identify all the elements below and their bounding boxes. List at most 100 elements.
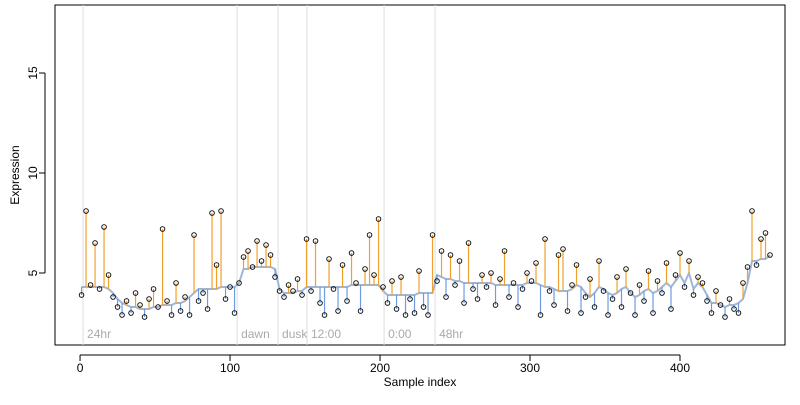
x-tick-label: 0 <box>77 361 84 375</box>
data-point <box>420 304 427 310</box>
data-point <box>551 302 557 308</box>
data-point <box>753 262 760 268</box>
data-point <box>429 232 436 238</box>
data-point <box>204 306 211 312</box>
data-point <box>456 258 463 264</box>
data-point <box>114 304 121 310</box>
data-point <box>96 286 103 292</box>
data-point <box>128 310 134 316</box>
data-point <box>101 224 107 230</box>
data-point <box>362 266 368 272</box>
data-point <box>258 258 265 264</box>
data-point <box>78 292 85 298</box>
data-point <box>434 278 440 284</box>
data-point <box>177 308 184 314</box>
marker-label: dusk <box>282 327 308 341</box>
data-point <box>168 312 175 318</box>
data-point <box>227 284 233 290</box>
data-point <box>173 280 179 286</box>
marker-label: 24hr <box>87 327 111 341</box>
data-point <box>254 238 260 244</box>
data-point <box>200 290 206 296</box>
data-point <box>528 278 535 284</box>
data-point <box>632 312 638 318</box>
data-point <box>569 282 575 288</box>
data-point <box>510 280 517 286</box>
data-point <box>411 310 418 316</box>
y-tick-label: 5 <box>26 269 40 276</box>
data-point <box>339 262 346 268</box>
data-point <box>461 300 467 306</box>
data-point <box>447 252 454 258</box>
data-point <box>740 280 746 286</box>
data-point <box>488 270 494 276</box>
data-point <box>681 284 688 290</box>
fit-line <box>81 254 771 310</box>
data-point <box>708 310 715 316</box>
data-point <box>672 272 679 278</box>
data-point <box>650 310 656 316</box>
data-point <box>533 260 539 266</box>
data-point <box>483 284 490 290</box>
data-point <box>497 276 503 282</box>
data-point <box>321 312 328 318</box>
data-point <box>555 252 562 258</box>
data-point <box>627 290 634 296</box>
data-point <box>308 288 314 294</box>
data-point <box>186 312 193 318</box>
data-point <box>690 292 697 298</box>
data-point <box>717 302 724 308</box>
data-point <box>614 274 620 280</box>
data-point <box>218 208 224 214</box>
x-tick-label: 300 <box>520 361 540 375</box>
x-tick-label: 100 <box>220 361 240 375</box>
data-point <box>596 258 602 264</box>
data-point <box>335 308 341 314</box>
data-point <box>353 280 359 286</box>
data-point <box>452 282 458 288</box>
data-point <box>722 314 728 320</box>
data-point <box>560 246 566 252</box>
data-point <box>182 294 188 300</box>
data-point <box>276 288 283 294</box>
marker-label: 12:00 <box>311 327 341 341</box>
data-point <box>155 304 161 310</box>
data-point <box>150 286 157 292</box>
data-point <box>605 312 611 318</box>
data-point <box>123 298 130 304</box>
data-point <box>389 278 395 284</box>
data-point <box>303 236 310 242</box>
data-point <box>713 288 719 294</box>
data-point <box>501 248 508 254</box>
data-point <box>290 288 296 294</box>
marker-label: dawn <box>241 327 270 341</box>
data-point <box>735 310 742 316</box>
y-tick-label: 10 <box>26 166 40 180</box>
data-point <box>600 288 607 294</box>
data-point <box>407 296 413 302</box>
data-point <box>348 250 355 256</box>
data-point <box>636 282 643 288</box>
data-point <box>222 296 229 302</box>
data-point <box>519 286 526 292</box>
data-point <box>141 314 148 320</box>
marker-label: 0:00 <box>388 327 412 341</box>
data-point <box>371 272 377 278</box>
data-point <box>645 268 652 274</box>
data-point <box>195 298 202 304</box>
data-point <box>762 230 769 236</box>
data-point <box>767 252 773 258</box>
y-axis-label: Expression <box>8 145 22 204</box>
data-point <box>380 284 386 290</box>
data-point <box>92 240 98 246</box>
data-point <box>366 232 373 238</box>
data-point <box>578 310 584 316</box>
data-point <box>425 312 431 318</box>
data-point <box>474 296 481 302</box>
data-point <box>659 290 665 296</box>
data-point <box>582 294 589 300</box>
data-point <box>317 300 323 306</box>
data-point <box>470 286 476 292</box>
data-point <box>398 274 404 280</box>
data-point <box>132 290 139 296</box>
